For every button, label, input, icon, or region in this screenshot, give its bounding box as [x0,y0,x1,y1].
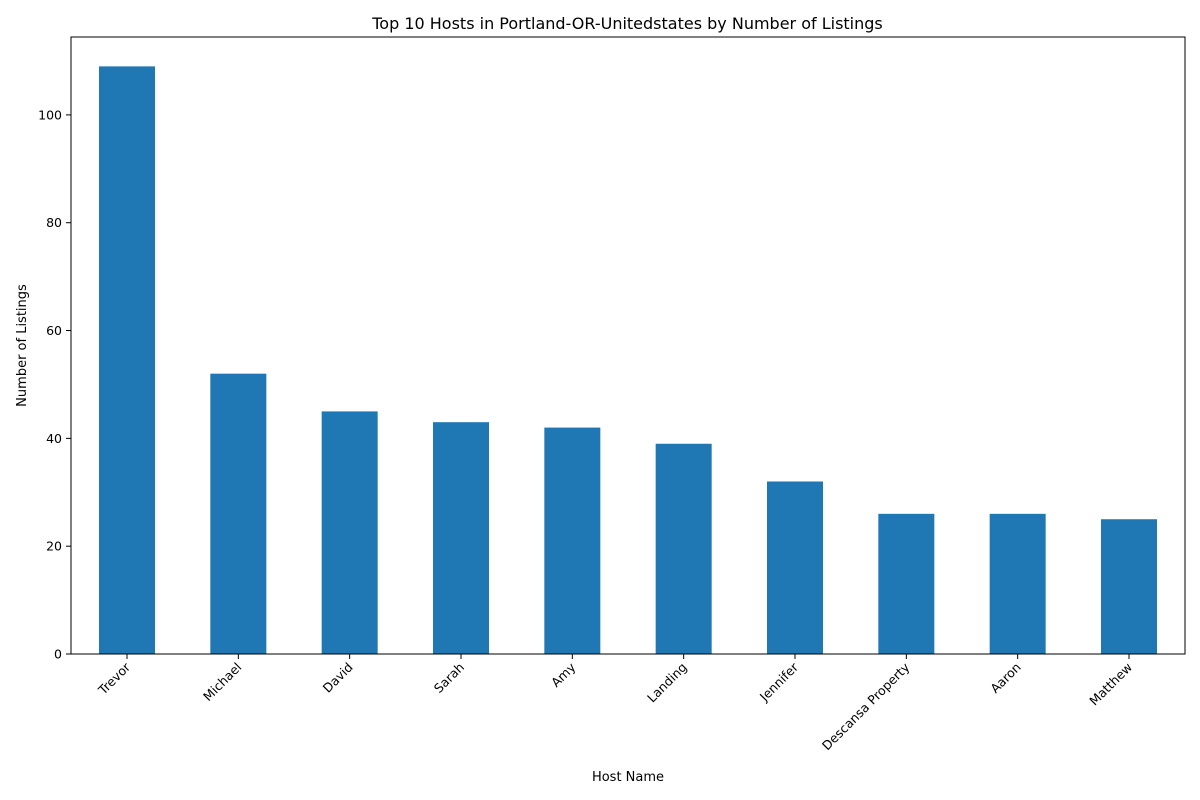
x-tick-label: David [320,660,356,696]
x-tick-label: Michael [200,660,244,704]
bar-landing [655,443,712,654]
x-tick-label: Aaron [987,660,1024,697]
bar-descansa-property [878,513,935,654]
y-tick-label: 20 [46,539,62,554]
bar-david [321,411,378,654]
x-tick-label: Sarah [431,660,467,696]
bars-group [99,66,1157,654]
bar-trevor [99,66,155,654]
plot-frame [70,36,1186,655]
y-axis-label: Number of Listings [15,284,30,407]
y-tick-label: 60 [46,323,62,338]
bar-matthew [1101,519,1157,654]
bar-sarah [433,422,489,654]
y-tick-label: 100 [38,107,62,122]
x-tick-label: Descansa Property [819,659,913,753]
x-tick-label: Landing [644,660,690,706]
x-tick-label: Jennifer [756,659,802,705]
y-tick-label: 0 [54,647,62,662]
bar-jennifer [767,481,823,654]
chart-title: Top 10 Hosts in Portland-OR-Unitedstates… [371,14,883,33]
bar-michael [210,373,267,654]
bar-amy [544,427,601,654]
x-tick-label: Trevor [95,659,134,698]
x-tick-label: Amy [548,659,579,690]
y-tick-label: 40 [46,431,62,446]
x-axis-label: Host Name [592,770,664,785]
y-tick-label: 80 [46,215,62,230]
y-axis-ticks: 0 20 40 60 80 100 [38,107,71,662]
bar-aaron [989,513,1046,654]
x-tick-label: Matthew [1086,660,1135,709]
x-axis-ticks: Trevor Michael David Sarah Amy Landing Jennife… [95,654,1135,753]
